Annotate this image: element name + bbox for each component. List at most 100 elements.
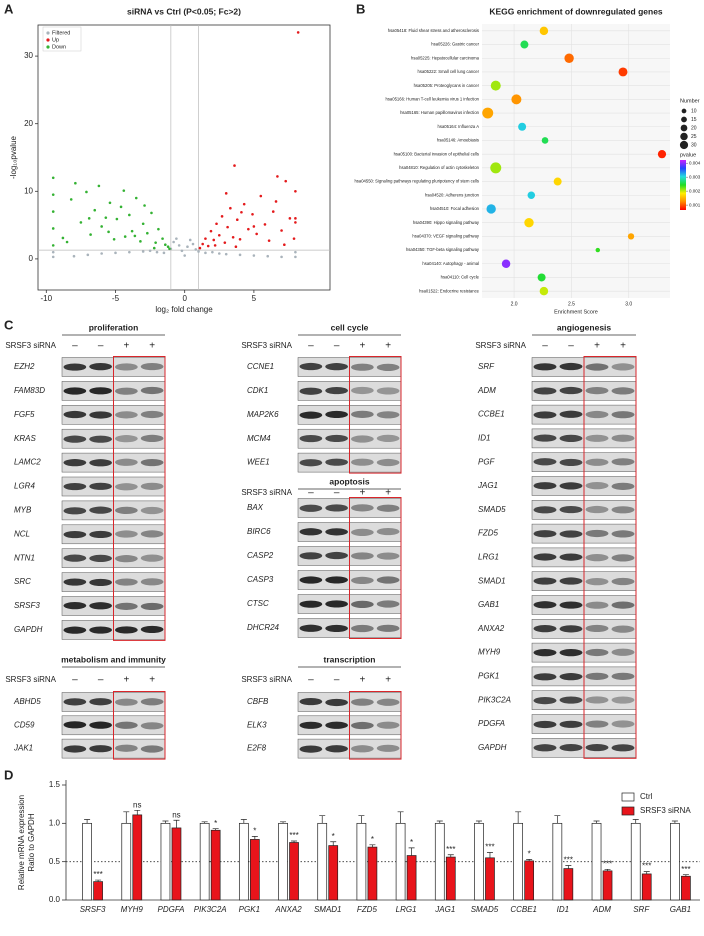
band bbox=[89, 578, 112, 587]
x-tick-label: PIK3C2A bbox=[194, 905, 227, 914]
point bbox=[235, 218, 239, 221]
point bbox=[107, 230, 110, 234]
x-tick-label: 0 bbox=[182, 294, 187, 303]
band bbox=[140, 434, 164, 442]
legend-label: SRSF3 siRNA bbox=[640, 806, 691, 815]
point bbox=[209, 229, 213, 233]
point bbox=[87, 217, 91, 220]
bar bbox=[210, 829, 221, 901]
band bbox=[376, 411, 400, 419]
band bbox=[299, 721, 323, 729]
band bbox=[585, 529, 609, 538]
band bbox=[559, 625, 583, 633]
colorbar-label: 0.001 bbox=[689, 202, 701, 207]
band bbox=[376, 698, 400, 706]
error-bar bbox=[201, 821, 208, 824]
error-bar bbox=[358, 815, 365, 824]
point bbox=[186, 245, 189, 249]
band bbox=[559, 720, 583, 728]
band bbox=[325, 624, 348, 633]
gene-label: SMAD1 bbox=[478, 576, 506, 585]
band bbox=[63, 602, 87, 610]
band bbox=[376, 721, 400, 729]
band bbox=[533, 649, 557, 657]
band bbox=[611, 458, 635, 466]
point bbox=[294, 250, 297, 254]
panel-label: C bbox=[4, 317, 14, 332]
band bbox=[611, 601, 635, 609]
point bbox=[247, 227, 250, 231]
point bbox=[294, 217, 297, 220]
point bbox=[157, 227, 160, 231]
x-tick-label: 2.0 bbox=[511, 301, 518, 307]
point bbox=[266, 254, 270, 258]
bubble bbox=[518, 122, 527, 131]
bar bbox=[591, 822, 602, 901]
band bbox=[533, 720, 557, 729]
bubble bbox=[501, 259, 511, 268]
lane-sign: – bbox=[308, 341, 314, 352]
error-bar bbox=[486, 852, 493, 858]
y-tick-label: hsa05166: Human T-cell leukemia virus 1 … bbox=[386, 96, 480, 101]
band bbox=[559, 577, 583, 585]
significance: * bbox=[214, 819, 217, 828]
band bbox=[585, 672, 609, 680]
band bbox=[89, 506, 112, 514]
band bbox=[533, 625, 557, 633]
band bbox=[63, 698, 87, 706]
band bbox=[351, 698, 374, 706]
lane-sign: + bbox=[594, 341, 600, 352]
x-tick-label: 2.5 bbox=[568, 301, 575, 307]
bubble bbox=[490, 162, 502, 174]
band bbox=[299, 600, 323, 608]
band bbox=[63, 482, 87, 491]
gene-label: FGF5 bbox=[14, 410, 35, 419]
significance: * bbox=[253, 826, 256, 835]
point bbox=[271, 210, 275, 213]
lane-sign: + bbox=[385, 341, 391, 352]
point bbox=[133, 234, 137, 238]
band bbox=[140, 722, 164, 730]
bar bbox=[171, 827, 182, 901]
point bbox=[191, 242, 195, 246]
x-tick-label: ANXA2 bbox=[274, 905, 302, 914]
point bbox=[240, 210, 243, 214]
x-tick-label: SRSF3 bbox=[80, 905, 106, 914]
band bbox=[299, 362, 323, 371]
point bbox=[154, 241, 157, 244]
error-bar bbox=[593, 820, 600, 824]
legend-title: Number bbox=[680, 98, 700, 104]
y-tick-label: hsa05165: Human papillomavirus infection bbox=[400, 110, 480, 115]
band bbox=[611, 530, 635, 538]
legend-bubble bbox=[681, 116, 687, 123]
lane-sign: – bbox=[308, 488, 314, 499]
bubble bbox=[524, 217, 534, 228]
gene-label: SMAD5 bbox=[478, 505, 506, 514]
band bbox=[559, 386, 583, 395]
point bbox=[238, 253, 242, 257]
y-tick-label: hsa05146: Amoebiasis bbox=[437, 138, 479, 143]
point bbox=[141, 222, 145, 226]
x-tick-label: CCBE1 bbox=[510, 905, 537, 914]
point bbox=[263, 223, 267, 226]
highlight-box bbox=[349, 691, 402, 760]
x-tick-label: MYH9 bbox=[121, 905, 144, 914]
gene-label: BAX bbox=[247, 503, 264, 512]
band bbox=[559, 696, 583, 704]
band bbox=[299, 576, 323, 584]
point bbox=[112, 237, 116, 241]
bar bbox=[160, 822, 171, 901]
point bbox=[198, 246, 202, 250]
band bbox=[89, 435, 112, 443]
band bbox=[559, 601, 583, 609]
band bbox=[140, 602, 164, 611]
lane-sign: + bbox=[123, 675, 129, 686]
x-tick-label: SMAD5 bbox=[471, 905, 499, 914]
band bbox=[376, 624, 400, 632]
y-tick-label: hsa04810: Regulation of actin cytoskelet… bbox=[399, 165, 480, 170]
band bbox=[325, 721, 348, 729]
band bbox=[559, 553, 583, 561]
point bbox=[74, 181, 77, 185]
legend-swatch bbox=[621, 806, 635, 816]
band bbox=[611, 434, 635, 442]
